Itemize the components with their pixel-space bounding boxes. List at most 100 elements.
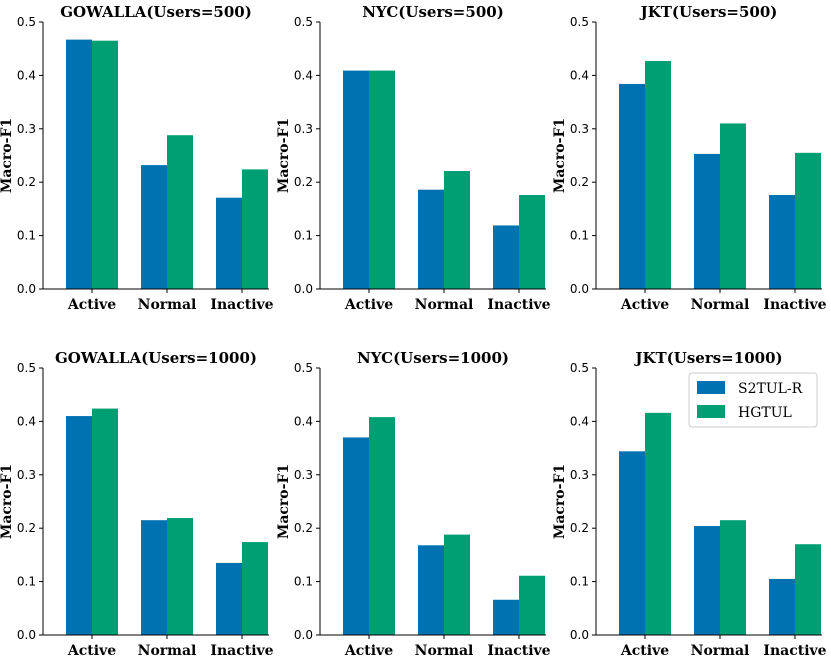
y-tick-label: 0.4 xyxy=(17,414,36,428)
bar-hgtul-inactive xyxy=(519,575,545,635)
x-tick-label: Inactive xyxy=(487,643,550,659)
y-tick-label: 0.3 xyxy=(294,468,313,482)
bar-s2tul-r-active xyxy=(343,70,369,290)
y-tick-label: 0.3 xyxy=(294,122,313,136)
chart-title: NYC(Users=1000) xyxy=(357,349,509,367)
y-tick-label: 0.2 xyxy=(570,521,589,535)
bar-s2tul-r-normal xyxy=(418,189,444,289)
y-tick-label: 0.1 xyxy=(570,229,589,243)
bar-hgtul-normal xyxy=(720,520,746,635)
x-tick-label: Normal xyxy=(691,643,750,659)
legend-swatch-hgtul xyxy=(697,405,725,418)
x-tick-label: Normal xyxy=(138,643,197,659)
y-tick-label: 0.1 xyxy=(294,575,313,589)
bar-hgtul-inactive xyxy=(795,152,821,289)
y-tick-label: 0.3 xyxy=(570,122,589,136)
y-tick-label: 0.4 xyxy=(294,414,313,428)
y-axis-label: Macro-F1 xyxy=(0,464,15,539)
bar-hgtul-normal xyxy=(720,123,746,290)
y-tick-label: 0.0 xyxy=(294,282,313,296)
y-tick-label: 0.0 xyxy=(570,628,589,642)
chart-title: GOWALLA(Users=500) xyxy=(60,3,252,21)
bar-hgtul-active xyxy=(92,40,118,289)
y-tick-label: 0.4 xyxy=(294,68,313,82)
y-tick-label: 0.1 xyxy=(570,575,589,589)
bar-s2tul-r-inactive xyxy=(216,197,242,289)
bar-hgtul-inactive xyxy=(242,542,268,635)
y-axis-label: Macro-F1 xyxy=(0,118,15,193)
y-axis-label: Macro-F1 xyxy=(276,118,292,193)
x-tick-label: Active xyxy=(344,643,393,659)
chart-panel-6: JKT(Users=1000) Macro-F1 Active Normal Inact… xyxy=(552,349,827,659)
y-tick-label: 0.4 xyxy=(570,414,589,428)
y-axis-label: Macro-F1 xyxy=(276,464,292,539)
x-tick-label: Inactive xyxy=(210,297,273,313)
bar-hgtul-active xyxy=(369,70,395,290)
chart-title: JKT(Users=1000) xyxy=(633,349,782,367)
x-tick-label: Active xyxy=(344,297,393,313)
x-tick-label: Active xyxy=(620,643,669,659)
chart-panel-4: GOWALLA(Users=1000) Macro-F1 Active Normal I… xyxy=(0,349,274,659)
y-tick-label: 0.3 xyxy=(17,468,36,482)
bar-s2tul-r-inactive xyxy=(769,578,795,635)
chart-title: NYC(Users=500) xyxy=(362,3,504,21)
bar-s2tul-r-active xyxy=(66,416,92,635)
y-tick-label: 0.0 xyxy=(570,282,589,296)
x-tick-label: Normal xyxy=(415,643,474,659)
bar-hgtul-active xyxy=(369,417,395,635)
legend-label-s2tul-r: S2TUL-R xyxy=(738,381,803,397)
x-tick-label: Normal xyxy=(138,297,197,313)
bar-s2tul-r-inactive xyxy=(493,225,519,289)
bar-hgtul-normal xyxy=(167,135,193,289)
y-tick-label: 0.5 xyxy=(570,15,589,29)
y-tick-label: 0.5 xyxy=(17,361,36,375)
bar-hgtul-inactive xyxy=(242,169,268,289)
bar-s2tul-r-active xyxy=(619,451,645,635)
y-tick-label: 0.3 xyxy=(17,122,36,136)
x-tick-label: Inactive xyxy=(763,643,826,659)
bar-hgtul-active xyxy=(645,412,671,635)
y-tick-label: 0.5 xyxy=(17,15,36,29)
y-axis-label: Macro-F1 xyxy=(552,464,568,539)
bar-s2tul-r-normal xyxy=(141,520,167,635)
bar-s2tul-r-inactive xyxy=(769,195,795,289)
bar-s2tul-r-inactive xyxy=(216,562,242,635)
bar-s2tul-r-active xyxy=(66,39,92,289)
legend-label-hgtul: HGTUL xyxy=(738,405,792,421)
y-tick-label: 0.0 xyxy=(294,628,313,642)
chart-panel-1: GOWALLA(Users=500) Macro-F1 Active Normal In… xyxy=(0,3,274,313)
bar-s2tul-r-normal xyxy=(694,153,720,289)
bar-hgtul-inactive xyxy=(519,195,545,289)
chart-panel-2: NYC(Users=500) Macro-F1 Active Normal Inacti… xyxy=(276,3,551,313)
x-tick-label: Inactive xyxy=(487,297,550,313)
x-tick-label: Active xyxy=(67,643,116,659)
y-tick-label: 0.0 xyxy=(17,282,36,296)
y-tick-label: 0.0 xyxy=(17,628,36,642)
chart-panel-3: JKT(Users=500) Macro-F1 Active Normal Inacti… xyxy=(552,3,827,313)
y-tick-label: 0.1 xyxy=(294,229,313,243)
bar-hgtul-active xyxy=(92,408,118,635)
bar-s2tul-r-normal xyxy=(418,545,444,635)
y-tick-label: 0.2 xyxy=(17,521,36,535)
y-tick-label: 0.2 xyxy=(17,175,36,189)
y-tick-label: 0.2 xyxy=(294,521,313,535)
bar-s2tul-r-normal xyxy=(694,526,720,635)
y-axis-label: Macro-F1 xyxy=(552,118,568,193)
y-tick-label: 0.4 xyxy=(570,68,589,82)
y-tick-label: 0.4 xyxy=(17,68,36,82)
bar-hgtul-normal xyxy=(444,534,470,635)
y-tick-label: 0.2 xyxy=(570,175,589,189)
bar-s2tul-r-active xyxy=(343,437,369,635)
x-tick-label: Active xyxy=(67,297,116,313)
chart-title: JKT(Users=500) xyxy=(639,3,778,21)
y-tick-label: 0.5 xyxy=(570,361,589,375)
bar-s2tul-r-inactive xyxy=(493,599,519,635)
y-tick-label: 0.2 xyxy=(294,175,313,189)
bar-hgtul-normal xyxy=(167,518,193,635)
y-tick-label: 0.5 xyxy=(294,15,313,29)
bar-s2tul-r-active xyxy=(619,83,645,289)
y-tick-label: 0.1 xyxy=(17,575,36,589)
y-tick-label: 0.1 xyxy=(17,229,36,243)
y-tick-label: 0.5 xyxy=(294,361,313,375)
